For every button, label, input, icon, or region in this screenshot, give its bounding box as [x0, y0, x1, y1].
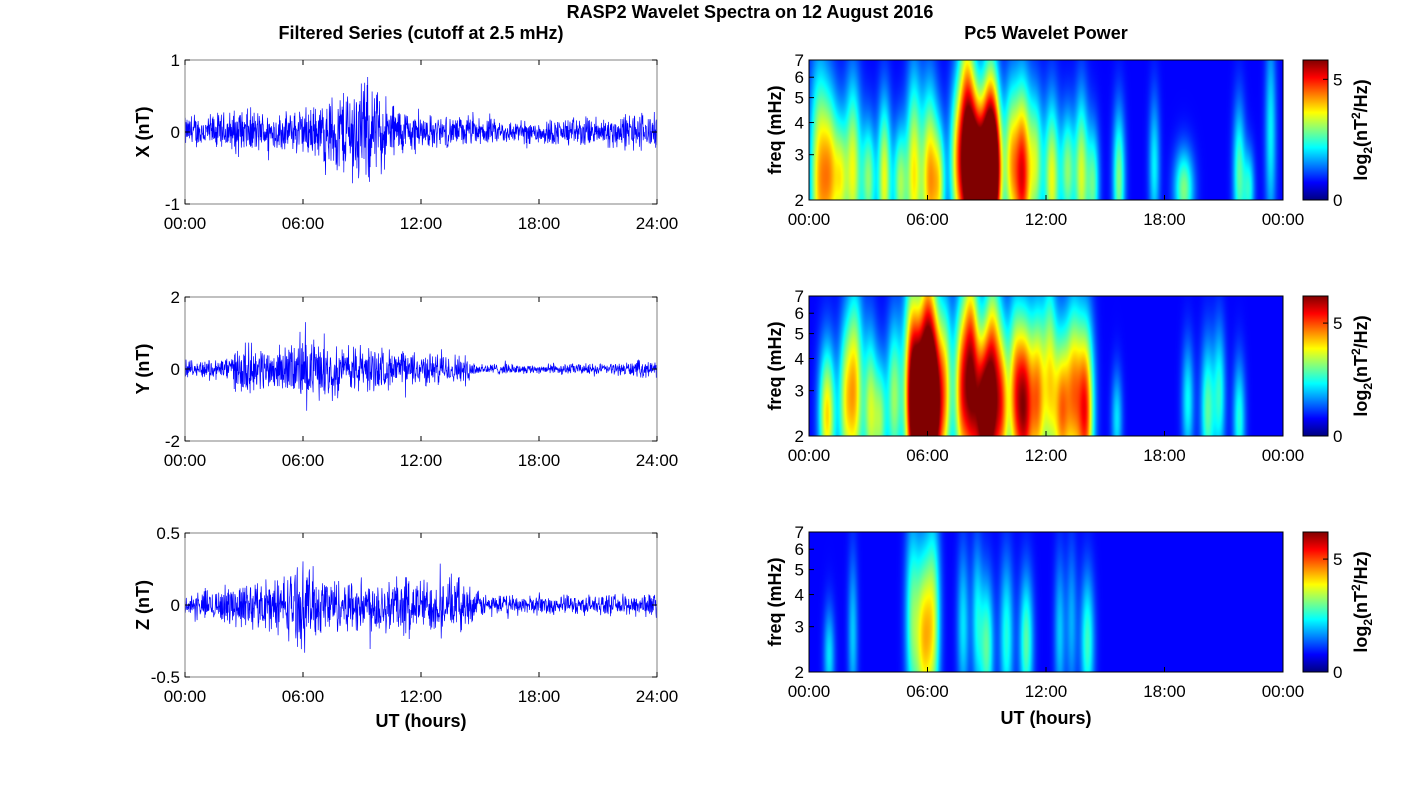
x-tick-label: 12:00	[400, 214, 443, 233]
y-tick-label: 4	[795, 350, 804, 369]
x-tick-label: 00:00	[1262, 210, 1305, 229]
left-column-title: Filtered Series (cutoff at 2.5 mHz)	[278, 23, 563, 43]
colorbar-tick-label: 5	[1333, 70, 1342, 89]
colorbar-tick-label: 0	[1333, 427, 1342, 446]
timeseries-panel-Y: -2 0 2 00:00 06:00 12:00 18:00 24:00 Y (nT)	[133, 288, 678, 470]
colorbar-tick-label: 5	[1333, 314, 1342, 333]
x-tick-label: 06:00	[906, 210, 949, 229]
y-tick-label: 5	[795, 561, 804, 580]
y-tick-label: 0	[171, 123, 180, 142]
heatmap-image	[809, 532, 1283, 672]
timeseries-panel-X: -1 0 1 00:00 06:00 12:00 18:00 24:00 X (nT)	[133, 51, 678, 233]
heatmap-image	[809, 296, 1283, 436]
x-tick-label: 00:00	[1262, 682, 1305, 701]
x-tick-label: 18:00	[518, 687, 561, 706]
y-tick-label: 7	[795, 51, 804, 70]
y-tick-label: 5	[795, 89, 804, 108]
x-tick-label: 18:00	[1143, 446, 1186, 465]
x-tick-label: 00:00	[164, 214, 207, 233]
heatmap-canvas	[809, 532, 1283, 672]
colorbar-tick-label: 0	[1333, 191, 1342, 210]
x-tick-label: 06:00	[282, 687, 325, 706]
heatmap-image	[809, 60, 1283, 200]
x-tick-label: 12:00	[400, 687, 443, 706]
y-tick-label: 7	[795, 287, 804, 306]
x-tick-label: 06:00	[282, 214, 325, 233]
y-tick-label: 6	[795, 304, 804, 323]
x-tick-label: 18:00	[1143, 210, 1186, 229]
series-line-Z	[184, 561, 658, 653]
y-tick-label: 4	[795, 114, 804, 133]
y-axis-label: X (nT)	[133, 107, 153, 158]
y-tick-label: 3	[795, 618, 804, 637]
y-tick-label: 0	[171, 596, 180, 615]
y-tick-label: 3	[795, 146, 804, 165]
series-line-Y	[184, 322, 658, 411]
y-tick-label: 4	[795, 586, 804, 605]
y-tick-label: 2	[795, 191, 804, 210]
x-tick-label: 06:00	[282, 451, 325, 470]
y-axis-label: Z (nT)	[133, 580, 153, 630]
x-tick-label: 06:00	[906, 446, 949, 465]
y-tick-label: 0	[171, 360, 180, 379]
y-tick-label: 6	[795, 68, 804, 87]
x-axis-label: UT (hours)	[1001, 708, 1092, 728]
wavelet-panel-Xpow: 2 3 4 5 67 00:00 06:00 12:00 18:00 00:00 freq (mHz…	[765, 51, 1375, 229]
x-tick-label: 00:00	[788, 446, 831, 465]
x-tick-label: 00:00	[1262, 446, 1305, 465]
y-tick-label: 1	[171, 51, 180, 70]
colorbar-tick-label: 5	[1333, 550, 1342, 569]
figure-title: RASP2 Wavelet Spectra on 12 August 2016	[567, 2, 934, 22]
y-tick-label: -1	[165, 195, 180, 214]
series-line-X	[184, 76, 658, 184]
x-tick-label: 18:00	[518, 451, 561, 470]
y-tick-label: 3	[795, 382, 804, 401]
x-tick-label: 00:00	[164, 687, 207, 706]
colorbar	[1302, 295, 1329, 437]
heatmap-canvas	[809, 60, 1283, 200]
y-tick-label: 2	[795, 663, 804, 682]
y-tick-label: 2	[171, 288, 180, 307]
x-tick-label: 18:00	[518, 214, 561, 233]
y-axis-label: freq (mHz)	[765, 557, 785, 646]
heatmap-canvas	[809, 296, 1283, 436]
colorbar	[1302, 531, 1329, 673]
x-tick-label: 00:00	[164, 451, 207, 470]
y-axis-label: Y (nT)	[133, 344, 153, 395]
y-tick-label: 7	[795, 523, 804, 542]
y-tick-label: 2	[795, 427, 804, 446]
y-tick-label: -0.5	[151, 668, 180, 687]
y-tick-label: 6	[795, 540, 804, 559]
y-axis-label: freq (mHz)	[765, 321, 785, 410]
y-axis-label: freq (mHz)	[765, 85, 785, 174]
right-column-title: Pc5 Wavelet Power	[964, 23, 1127, 43]
colorbar-label: log2(nT2/Hz)	[1349, 551, 1375, 652]
colorbar-label: log2(nT2/Hz)	[1349, 315, 1375, 416]
timeseries-panel-Z: -0.5 0 0.5 00:00 06:00 12:00 18:00 24:00 Z (nT) U…	[133, 524, 678, 731]
wavelet-panel-Ypow: 2 3 4 5 67 00:00 06:00 12:00 18:00 00:00 freq (mHz…	[765, 287, 1375, 465]
colorbar-label: log2(nT2/Hz)	[1349, 79, 1375, 180]
x-tick-label: 12:00	[1025, 682, 1068, 701]
x-axis-label: UT (hours)	[376, 711, 467, 731]
x-tick-label: 12:00	[1025, 210, 1068, 229]
colorbar-tick-label: 0	[1333, 663, 1342, 682]
x-tick-label: 06:00	[906, 682, 949, 701]
y-tick-label: -2	[165, 432, 180, 451]
wavelet-panel-Zpow: 2 3 4 5 67 00:00 06:00 12:00 18:00 00:00 freq (mHz…	[765, 523, 1375, 728]
x-tick-label: 24:00	[636, 214, 679, 233]
y-tick-label: 0.5	[156, 524, 180, 543]
x-tick-label: 24:00	[636, 451, 679, 470]
x-tick-label: 12:00	[400, 451, 443, 470]
x-tick-label: 00:00	[788, 682, 831, 701]
colorbar	[1302, 59, 1329, 201]
y-tick-label: 5	[795, 325, 804, 344]
x-tick-label: 12:00	[1025, 446, 1068, 465]
x-tick-label: 24:00	[636, 687, 679, 706]
x-tick-label: 00:00	[788, 210, 831, 229]
plot-area	[185, 533, 657, 677]
x-tick-label: 18:00	[1143, 682, 1186, 701]
